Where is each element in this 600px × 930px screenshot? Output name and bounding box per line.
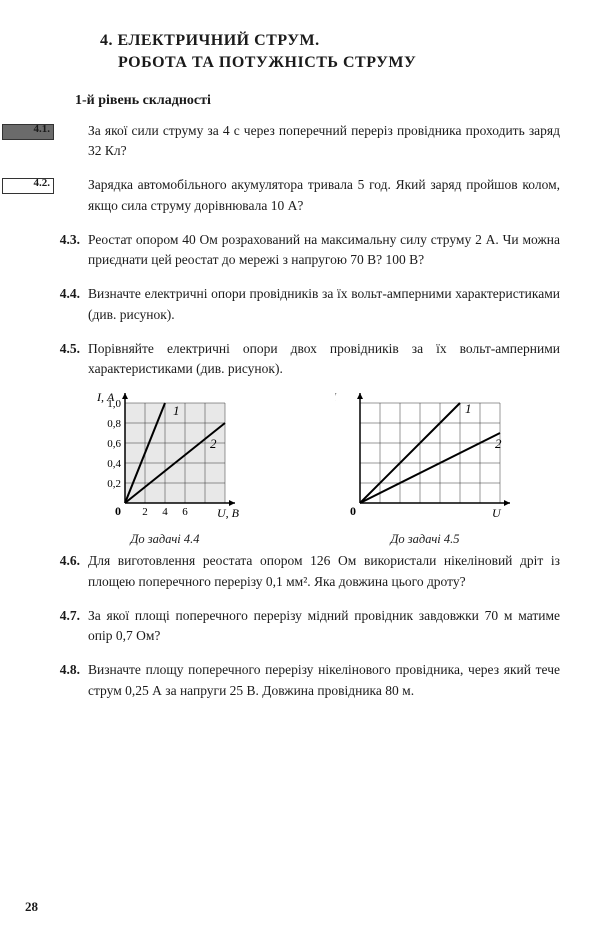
svg-text:0,2: 0,2 [107, 478, 121, 490]
problem-number: 4.3. [40, 230, 88, 271]
problem: 4.6.Для виготовлення реостата опором 126… [40, 551, 560, 592]
svg-text:4: 4 [162, 506, 168, 518]
section-number: 4. [100, 32, 113, 49]
section-title-line1: ЕЛЕКТРИЧНИЙ СТРУМ. [118, 32, 320, 49]
chart-44-container: 120I, АU, В0,20,40,60,81,0246 До задачі … [85, 393, 245, 547]
svg-text:0: 0 [115, 504, 121, 518]
problem-text: Зарядка автомобільного акумулятора трива… [88, 175, 560, 216]
svg-text:I: I [335, 393, 337, 404]
svg-text:0,6: 0,6 [107, 438, 121, 450]
problem-text: Визначте площу поперечного перерізу ніке… [88, 660, 560, 701]
problem: 4.2.Зарядка автомобільного акумулятора т… [40, 175, 560, 216]
problem-number: 4.8. [40, 660, 88, 701]
problem: 4.3.Реостат опором 40 Ом розрахований на… [40, 230, 560, 271]
problem-text: Порівняйте електричні опори двох провідн… [88, 339, 560, 380]
svg-text:0,4: 0,4 [107, 458, 121, 470]
section-title: 4. ЕЛЕКТРИЧНИЙ СТРУМ. РОБОТА ТА ПОТУЖНІС… [100, 30, 560, 75]
problem-number: 4.4. [40, 284, 88, 325]
chart-45: 1 2 0 I U [335, 393, 515, 523]
svg-text:1,0: 1,0 [107, 398, 121, 410]
page: 4. ЕЛЕКТРИЧНИЙ СТРУМ. РОБОТА ТА ПОТУЖНІС… [0, 0, 600, 930]
problem-number: 4.6. [40, 551, 88, 592]
svg-text:0: 0 [350, 504, 356, 518]
problem: 4.8.Визначте площу поперечного перерізу … [40, 660, 560, 701]
problem: 4.4.Визначте електричні опори провідникі… [40, 284, 560, 325]
chart-44: 120I, АU, В0,20,40,60,81,0246 [85, 393, 245, 523]
problem-marker: 4.1. [2, 124, 54, 140]
charts-row: 120I, АU, В0,20,40,60,81,0246 До задачі … [40, 393, 560, 547]
svg-text:U, В: U, В [217, 506, 240, 520]
problem-text: Реостат опором 40 Ом розрахований на мак… [88, 230, 560, 271]
chart-45-container: 1 2 0 I U До задачі 4.5 [335, 393, 515, 547]
problem-marker: 4.2. [2, 178, 54, 194]
problems-list-2: 4.6.Для виготовлення реостата опором 126… [40, 551, 560, 701]
svg-text:1: 1 [465, 401, 472, 416]
problem-text: Для виготовлення реостата опором 126 Ом … [88, 551, 560, 592]
svg-text:0,8: 0,8 [107, 418, 121, 430]
level-title: 1-й рівень складності [75, 93, 560, 109]
page-number: 28 [25, 899, 38, 915]
problem-number: 4.5. [40, 339, 88, 380]
problem-text: За якої площі поперечного перерізу мідни… [88, 606, 560, 647]
problem-text: Визначте електричні опори провідників за… [88, 284, 560, 325]
problem-text: За якої сили струму за 4 с через попереч… [88, 121, 560, 162]
problem: 4.5.Порівняйте електричні опори двох про… [40, 339, 560, 380]
chart-45-caption: До задачі 4.5 [335, 532, 515, 547]
problem: 4.7.За якої площі поперечного перерізу м… [40, 606, 560, 647]
marker-label: 4.1. [34, 123, 51, 135]
section-title-line2: РОБОТА ТА ПОТУЖНІСТЬ СТРУМУ [118, 54, 416, 71]
chart-44-caption: До задачі 4.4 [85, 532, 245, 547]
svg-text:1: 1 [173, 403, 180, 418]
marker-label: 4.2. [34, 177, 51, 189]
svg-text:6: 6 [182, 506, 188, 518]
problems-list: 4.1.За якої сили струму за 4 с через поп… [40, 121, 560, 380]
problem: 4.1.За якої сили струму за 4 с через поп… [40, 121, 560, 162]
svg-text:2: 2 [210, 436, 217, 451]
svg-text:U: U [492, 506, 502, 520]
problem-number: 4.7. [40, 606, 88, 647]
svg-text:2: 2 [142, 506, 148, 518]
svg-text:2: 2 [495, 436, 502, 451]
